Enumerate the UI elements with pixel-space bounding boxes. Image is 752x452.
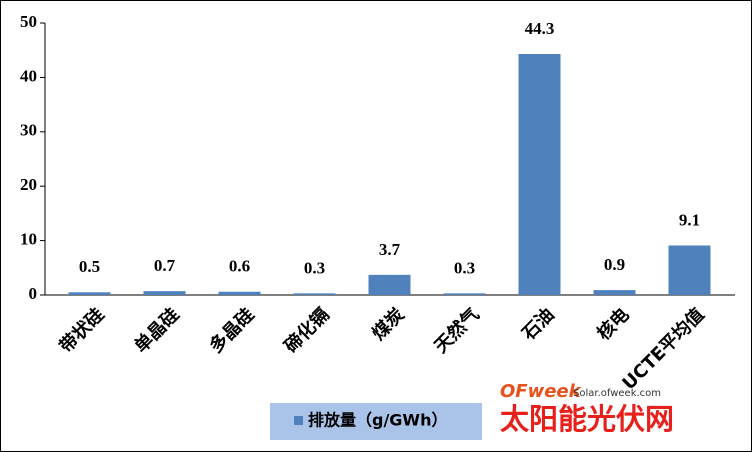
value-label: 0.7 — [154, 256, 176, 275]
y-tick-label: 10 — [20, 230, 37, 249]
legend-swatch — [294, 416, 303, 425]
legend-label: 排放量（g/GWh） — [308, 411, 447, 430]
value-label: 0.3 — [454, 258, 475, 277]
watermark-name: 太阳能光伏网 — [500, 402, 674, 436]
bar — [218, 291, 261, 295]
y-tick-label: 30 — [20, 121, 37, 140]
bar — [668, 245, 711, 295]
bar — [518, 54, 561, 296]
bar — [68, 292, 111, 295]
bar — [143, 291, 186, 295]
y-tick-label: 50 — [20, 12, 37, 31]
bar — [293, 293, 336, 295]
value-label: 9.1 — [679, 210, 700, 229]
value-label: 0.3 — [304, 258, 325, 277]
watermark-brand: OFweek — [500, 381, 582, 402]
bar — [593, 290, 636, 295]
y-tick-label: 20 — [20, 175, 37, 194]
value-label: 0.6 — [229, 257, 250, 276]
y-tick-label: 40 — [20, 66, 37, 85]
value-label: 0.5 — [79, 257, 100, 276]
bar — [368, 274, 411, 295]
y-tick-label: 0 — [29, 284, 38, 303]
value-label: 3.7 — [379, 240, 401, 259]
value-label: 44.3 — [525, 19, 555, 38]
bar — [443, 293, 486, 295]
watermark-site: Solar.ofweek.com — [573, 388, 661, 399]
value-label: 0.9 — [604, 255, 625, 274]
legend-box — [270, 403, 482, 440]
